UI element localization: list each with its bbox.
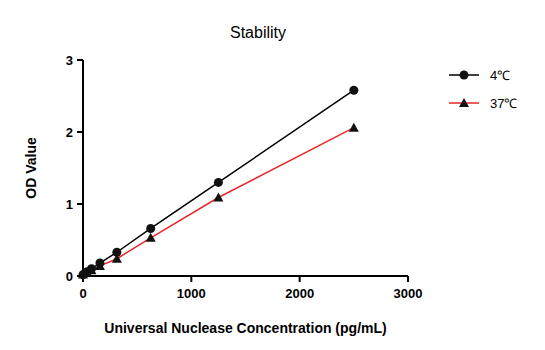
y-axis-label: OD Value: [23, 137, 39, 199]
y-tick-label: 3: [66, 53, 73, 68]
legend-marker: [459, 98, 469, 107]
x-tick-label: 2000: [285, 286, 314, 301]
y-axis: [82, 60, 84, 276]
y-tick: [77, 131, 83, 133]
legend-marker: [460, 71, 469, 80]
y-tick: [77, 59, 83, 61]
data-point: [86, 265, 96, 274]
data-point: [87, 264, 96, 273]
legend-label: 4℃: [490, 68, 510, 83]
y-tick-label: 0: [66, 269, 73, 284]
series-line: [83, 128, 354, 275]
chart: Stability 0 1000 2000 3000 0 1 2 3 Universal Nucl…: [0, 0, 545, 350]
series-line: [83, 90, 354, 274]
data-point: [95, 261, 105, 270]
x-tick: [299, 276, 301, 282]
x-axis-label: Universal Nuclease Concentration (pg/mL): [104, 320, 386, 336]
data-point: [213, 193, 223, 202]
y-tick-label: 1: [66, 197, 73, 212]
x-tick: [190, 276, 192, 282]
x-tick: [407, 276, 409, 282]
data-point: [146, 224, 155, 233]
y-tick-label: 2: [66, 125, 73, 140]
x-tick-label: 0: [79, 286, 86, 301]
title: Stability: [230, 24, 286, 41]
legend-label: 37℃: [490, 96, 517, 111]
plot-area: [78, 86, 359, 279]
data-point: [349, 123, 359, 132]
data-point: [112, 254, 122, 263]
data-point: [349, 86, 358, 95]
y-tick: [77, 203, 83, 205]
x-axis: [83, 275, 408, 277]
x-tick-label: 1000: [177, 286, 206, 301]
data-point: [146, 233, 156, 242]
x-tick-label: 3000: [394, 286, 423, 301]
data-point: [214, 178, 223, 187]
